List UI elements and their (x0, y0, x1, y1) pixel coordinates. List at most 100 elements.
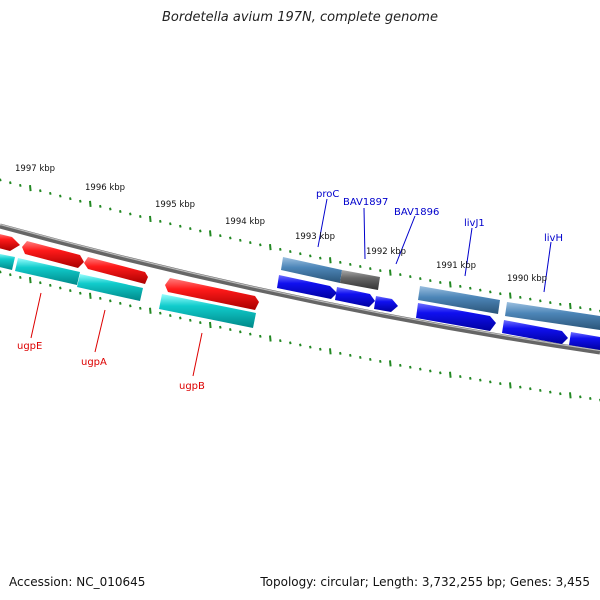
tick-label: 1997 kbp (15, 164, 55, 174)
tick-mark (359, 355, 362, 359)
tick-mark (379, 269, 382, 273)
tick-mark (399, 273, 402, 277)
tick-mark (59, 194, 62, 198)
tick-mark (409, 275, 412, 279)
tick-mark (369, 267, 372, 271)
gene-label[interactable]: BAV1896 (394, 207, 439, 218)
tick-mark (299, 343, 302, 347)
tick-mark (429, 279, 432, 283)
tick-mark (509, 382, 512, 389)
tick-mark (409, 365, 412, 369)
tick-mark (149, 307, 152, 314)
tick-mark (29, 185, 32, 192)
tick-label: 1990 kbp (507, 274, 547, 284)
gene-label[interactable]: livH (544, 233, 563, 244)
gene-label[interactable]: livJ1 (464, 218, 485, 229)
tick-mark (559, 302, 562, 306)
tick-mark (429, 369, 432, 373)
tick-mark (199, 229, 202, 233)
tick-mark (209, 321, 212, 329)
tick-mark (129, 304, 132, 308)
cds-feature[interactable] (374, 296, 398, 312)
gene-feature[interactable] (84, 257, 148, 284)
tick-mark (529, 387, 532, 391)
tick-mark (499, 292, 502, 296)
tick-label: 1993 kbp (295, 232, 335, 242)
tick-label: 1991 kbp (436, 261, 476, 271)
tick-mark (419, 367, 422, 371)
tick-mark (279, 339, 282, 343)
tick-mark (419, 277, 422, 281)
tick-mark (469, 286, 472, 290)
gene-feature[interactable] (0, 233, 20, 251)
gene-feature[interactable] (22, 241, 84, 268)
genome-backbone (0, 223, 600, 355)
tick-mark (479, 288, 482, 292)
tick-label: 1995 kbp (155, 200, 195, 210)
tick-mark (249, 241, 252, 245)
tick-mark (469, 376, 472, 380)
gene-label[interactable]: BAV1897 (343, 197, 388, 208)
rna-feature[interactable] (15, 258, 80, 285)
cds-feature[interactable] (416, 303, 496, 331)
gene-feature[interactable] (418, 286, 500, 314)
gene-label[interactable]: proC (316, 189, 339, 200)
tick-mark (299, 252, 302, 256)
tick-mark (459, 375, 462, 379)
tick-label: 1994 kbp (225, 217, 265, 227)
gene-label[interactable]: ugpA (81, 357, 107, 368)
tick-mark (119, 301, 122, 305)
gene-label[interactable]: ugpB (179, 381, 205, 392)
tick-mark (479, 378, 482, 382)
tick-mark (309, 345, 312, 349)
gene-label[interactable]: ugpE (17, 341, 42, 352)
tick-mark (389, 269, 392, 276)
tick-mark (199, 321, 202, 325)
label-callouts (30, 198, 552, 377)
tick-mark (59, 286, 62, 290)
accession-label: Accession: NC_010645 (9, 575, 146, 589)
tick-mark (549, 390, 552, 394)
tick-mark (169, 314, 172, 318)
tick-mark (89, 200, 92, 207)
map-title: Bordetella avium 197N, complete genome (162, 10, 438, 25)
tick-mark (69, 197, 72, 201)
tick-mark (259, 334, 262, 338)
tick-mark (399, 363, 402, 367)
tick-mark (289, 250, 292, 254)
tick-mark (159, 219, 162, 223)
tick-mark (559, 392, 562, 396)
rna-feature[interactable] (159, 294, 256, 328)
gene-feature[interactable] (281, 257, 342, 283)
tick-mark (189, 318, 192, 322)
tick-mark (569, 392, 572, 399)
cds-feature[interactable] (569, 332, 600, 350)
tick-mark (589, 307, 592, 311)
rna-feature[interactable] (0, 253, 15, 270)
tick-mark (29, 277, 32, 284)
tick-mark (519, 295, 522, 299)
genome-summary: Topology: circular; Length: 3,732,255 bp… (260, 575, 590, 589)
tick-mark (129, 212, 132, 216)
gene-feature[interactable] (165, 278, 259, 310)
rna-feature[interactable] (77, 274, 143, 301)
tick-mark (39, 281, 42, 285)
tick-mark (339, 351, 342, 355)
tick-mark (209, 230, 212, 237)
tick-mark (459, 284, 462, 288)
cds-feature[interactable] (335, 287, 375, 307)
gene-feature[interactable] (505, 302, 600, 330)
cds-feature[interactable] (277, 275, 337, 299)
tick-mark (589, 396, 592, 400)
tick-mark (329, 348, 332, 355)
tick-mark (539, 299, 542, 303)
gene-feature[interactable] (340, 270, 380, 290)
tick-mark (139, 214, 142, 218)
tick-mark (389, 360, 392, 367)
tick-mark (279, 247, 282, 251)
tick-mark (349, 262, 352, 266)
cds-feature[interactable] (502, 320, 568, 344)
tick-mark (319, 347, 322, 351)
tick-mark (499, 382, 502, 386)
